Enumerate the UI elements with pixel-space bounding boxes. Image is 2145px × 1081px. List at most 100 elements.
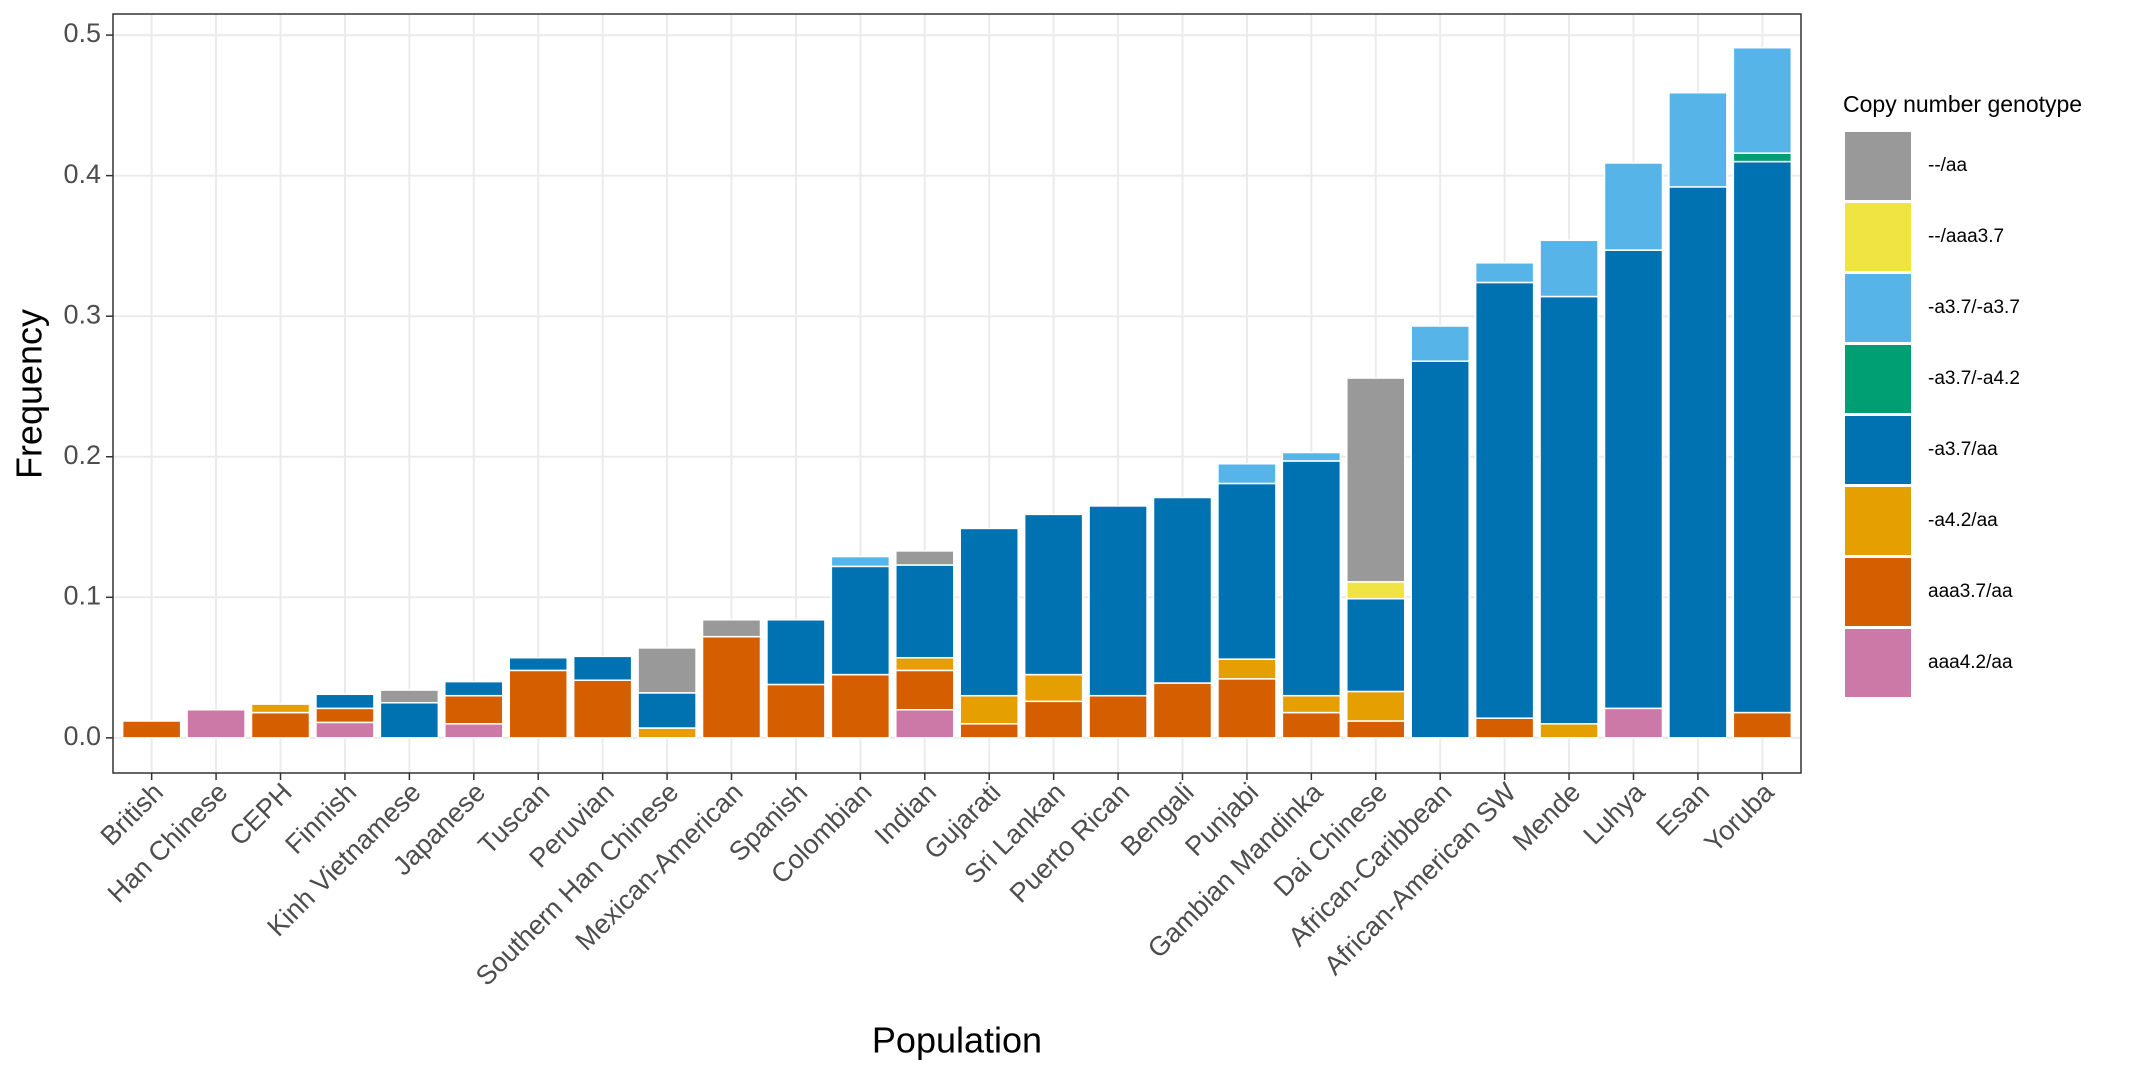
legend-label: -a3.7/aa — [1928, 439, 1998, 460]
bar-segment — [1217, 482, 1277, 660]
bar-segment — [637, 692, 697, 729]
legend-key — [1845, 629, 1911, 697]
bar-segment — [1217, 658, 1277, 680]
bar-segment — [1539, 295, 1599, 725]
bar-segment — [959, 694, 1019, 725]
bar-segment — [1603, 249, 1664, 710]
bar-segment — [701, 619, 762, 638]
bar-segment — [1346, 597, 1406, 693]
legend-key — [1845, 203, 1911, 271]
bar-segment — [572, 679, 633, 739]
x-axis-title: Population — [872, 1020, 1042, 1061]
bar-segment — [959, 527, 1019, 697]
bar-segment — [1539, 723, 1599, 739]
bar-segment — [1023, 700, 1084, 739]
bar-segment — [1152, 682, 1213, 739]
bar-segment — [1668, 91, 1728, 188]
bar-segment — [830, 565, 891, 676]
bar-segment — [1410, 325, 1470, 362]
bar-segment — [895, 550, 955, 566]
bar-segment — [1281, 694, 1342, 714]
legend-key — [1845, 558, 1911, 626]
bar-segment — [315, 693, 375, 710]
bar-segment — [830, 555, 891, 568]
legend-key — [1845, 274, 1911, 342]
bar-segment — [1281, 711, 1342, 739]
legend-label: -a3.7/-a4.2 — [1928, 368, 2020, 389]
bar-segment — [186, 709, 246, 739]
bar-segment — [1346, 581, 1406, 600]
legend-key — [1845, 132, 1911, 200]
legend-label: --/aaa3.7 — [1928, 226, 2004, 247]
y-tick-label: 0.3 — [63, 299, 101, 329]
plot-border — [112, 13, 1802, 774]
bar-segment — [1346, 720, 1406, 739]
legend-title: Copy number genotype — [1843, 91, 2082, 117]
bar-segment — [1668, 186, 1728, 739]
y-tick-label: 0.1 — [63, 580, 101, 610]
bar-segment — [1474, 717, 1535, 739]
bar-segment — [1217, 678, 1277, 739]
legend-key — [1845, 416, 1911, 484]
bar-segment — [895, 669, 955, 711]
bar-segment — [1603, 162, 1664, 251]
bar-segment — [830, 673, 891, 739]
bar-segment — [1346, 377, 1406, 583]
y-tick-label: 0.2 — [63, 440, 101, 470]
bar-segment — [895, 709, 955, 739]
bar-segment — [315, 721, 375, 739]
bar-segment — [1410, 360, 1470, 739]
bar-segment — [444, 694, 504, 725]
legend-label: -a4.2/aa — [1928, 510, 1998, 531]
bar-segment — [959, 723, 1019, 739]
bar-segment — [701, 635, 762, 739]
bar-segment — [1732, 46, 1793, 154]
bar-segment — [508, 669, 568, 739]
bar-segment — [315, 707, 375, 724]
bar-segment — [1088, 694, 1148, 739]
y-tick-label: 0.4 — [63, 159, 101, 189]
legend-label: --/aa — [1928, 155, 1968, 176]
bar-segment — [766, 683, 826, 739]
bar-segment — [1539, 239, 1599, 298]
bar-segment — [1732, 711, 1793, 739]
bar-segment — [1088, 505, 1148, 697]
bar-segment — [444, 723, 504, 739]
bar-segment — [572, 655, 633, 681]
legend-label: -a3.7/-a3.7 — [1928, 297, 2020, 318]
legend-label: aaa4.2/aa — [1928, 652, 2013, 673]
bar-segment — [1732, 160, 1793, 714]
bar-segment — [895, 564, 955, 659]
legend-key — [1845, 487, 1911, 555]
bar-segment — [1152, 496, 1213, 684]
y-axis-title: Frequency — [9, 309, 50, 479]
bar-segment — [1217, 463, 1277, 485]
bar-segment — [637, 727, 697, 739]
bar-segment — [379, 701, 440, 739]
bar-segment — [250, 711, 311, 739]
bar-segment — [379, 689, 440, 704]
bar-segment — [250, 703, 311, 714]
legend-label: aaa3.7/aa — [1928, 581, 2013, 602]
x-tick-label: Luhya — [1578, 776, 1652, 850]
y-tick-label: 0.0 — [63, 721, 101, 751]
bar-segment — [1474, 262, 1535, 284]
bar-segment — [637, 647, 697, 694]
bar-segment — [1023, 673, 1084, 703]
bar-segment — [1732, 152, 1793, 163]
y-tick-label: 0.5 — [63, 18, 101, 48]
x-tick-label: Yoruba — [1699, 776, 1781, 858]
bar-segment — [766, 619, 826, 686]
bar-segment — [1281, 460, 1342, 697]
bar-segment — [1281, 451, 1342, 462]
x-tick-label: Mende — [1507, 777, 1587, 857]
bar-segment — [1474, 281, 1535, 719]
bar-segment — [444, 680, 504, 697]
bar-segment — [895, 656, 955, 672]
bar-segment — [1603, 707, 1664, 739]
legend-key — [1845, 345, 1911, 413]
bar-segment — [1023, 513, 1084, 676]
bar-segment — [121, 720, 182, 739]
bar-segment — [508, 656, 568, 672]
